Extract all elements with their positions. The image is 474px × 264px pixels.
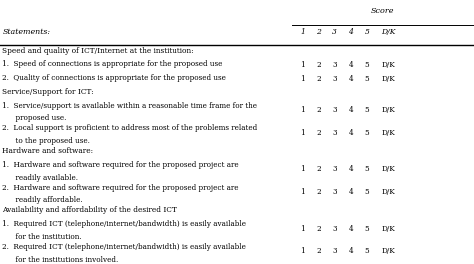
Text: 4: 4	[348, 106, 353, 114]
Text: D/K: D/K	[382, 61, 396, 69]
Text: 4: 4	[348, 166, 353, 173]
Text: 1: 1	[300, 129, 305, 137]
Text: 1.  Service/support is available within a reasonable time frame for the: 1. Service/support is available within a…	[2, 102, 257, 110]
Text: 1: 1	[300, 247, 305, 256]
Text: D/K: D/K	[382, 225, 396, 233]
Text: 5: 5	[365, 74, 369, 83]
Text: 5: 5	[365, 61, 369, 69]
Text: 2: 2	[316, 61, 321, 69]
Text: D/K: D/K	[382, 166, 396, 173]
Text: 5: 5	[365, 225, 369, 233]
Text: 4: 4	[348, 28, 353, 36]
Text: 2.  Hardware and software required for the proposed project are: 2. Hardware and software required for th…	[2, 184, 239, 192]
Text: readily affordable.: readily affordable.	[2, 196, 83, 204]
Text: D/K: D/K	[382, 129, 396, 137]
Text: 4: 4	[348, 61, 353, 69]
Text: 2: 2	[316, 188, 321, 196]
Text: 5: 5	[365, 106, 369, 114]
Text: 4: 4	[348, 188, 353, 196]
Text: to the proposed use.: to the proposed use.	[2, 137, 90, 145]
Text: proposed use.: proposed use.	[2, 114, 67, 122]
Text: 2: 2	[316, 225, 321, 233]
Text: 5: 5	[365, 28, 369, 36]
Text: 3: 3	[332, 129, 337, 137]
Text: Service/Support for ICT:: Service/Support for ICT:	[2, 88, 94, 96]
Text: 1: 1	[300, 61, 305, 69]
Text: 2.  Local support is proficient to address most of the problems related: 2. Local support is proficient to addres…	[2, 124, 258, 132]
Text: 3: 3	[332, 247, 337, 256]
Text: 2: 2	[316, 247, 321, 256]
Text: readily available.: readily available.	[2, 174, 78, 182]
Text: D/K: D/K	[382, 106, 396, 114]
Text: Speed and quality of ICT/Internet at the institution:: Speed and quality of ICT/Internet at the…	[2, 47, 194, 55]
Text: 1.  Required ICT (telephone/internet/bandwidth) is easily available: 1. Required ICT (telephone/internet/band…	[2, 220, 246, 228]
Text: 3: 3	[332, 106, 337, 114]
Text: 5: 5	[365, 188, 369, 196]
Text: 1: 1	[300, 28, 305, 36]
Text: 3: 3	[332, 225, 337, 233]
Text: 2.  Quality of connections is appropriate for the proposed use: 2. Quality of connections is appropriate…	[2, 74, 226, 82]
Text: 3: 3	[332, 74, 337, 83]
Text: Score: Score	[371, 7, 394, 15]
Text: Statements:: Statements:	[2, 28, 50, 36]
Text: D/K: D/K	[382, 74, 396, 83]
Text: Availability and affordability of the desired ICT: Availability and affordability of the de…	[2, 206, 177, 214]
Text: 4: 4	[348, 74, 353, 83]
Text: 4: 4	[348, 225, 353, 233]
Text: D/K: D/K	[382, 28, 396, 36]
Text: 2: 2	[316, 129, 321, 137]
Text: 3: 3	[332, 28, 337, 36]
Text: D/K: D/K	[382, 188, 396, 196]
Text: 5: 5	[365, 166, 369, 173]
Text: 1: 1	[300, 106, 305, 114]
Text: 5: 5	[365, 129, 369, 137]
Text: 1.  Speed of connections is appropriate for the proposed use: 1. Speed of connections is appropriate f…	[2, 60, 223, 68]
Text: 2: 2	[316, 166, 321, 173]
Text: 1: 1	[300, 188, 305, 196]
Text: 1: 1	[300, 74, 305, 83]
Text: Hardware and software:: Hardware and software:	[2, 147, 93, 155]
Text: 2: 2	[316, 74, 321, 83]
Text: 1: 1	[300, 225, 305, 233]
Text: D/K: D/K	[382, 247, 396, 256]
Text: 4: 4	[348, 129, 353, 137]
Text: 2: 2	[316, 28, 321, 36]
Text: 4: 4	[348, 247, 353, 256]
Text: 1: 1	[300, 166, 305, 173]
Text: for the institutions involved.: for the institutions involved.	[2, 256, 118, 264]
Text: 2.  Required ICT (telephone/internet/bandwidth) is easily available: 2. Required ICT (telephone/internet/band…	[2, 243, 246, 251]
Text: for the institution.: for the institution.	[2, 233, 82, 241]
Text: 3: 3	[332, 188, 337, 196]
Text: 1.  Hardware and software required for the proposed project are: 1. Hardware and software required for th…	[2, 161, 239, 169]
Text: 3: 3	[332, 166, 337, 173]
Text: 3: 3	[332, 61, 337, 69]
Text: 2: 2	[316, 106, 321, 114]
Text: 5: 5	[365, 247, 369, 256]
